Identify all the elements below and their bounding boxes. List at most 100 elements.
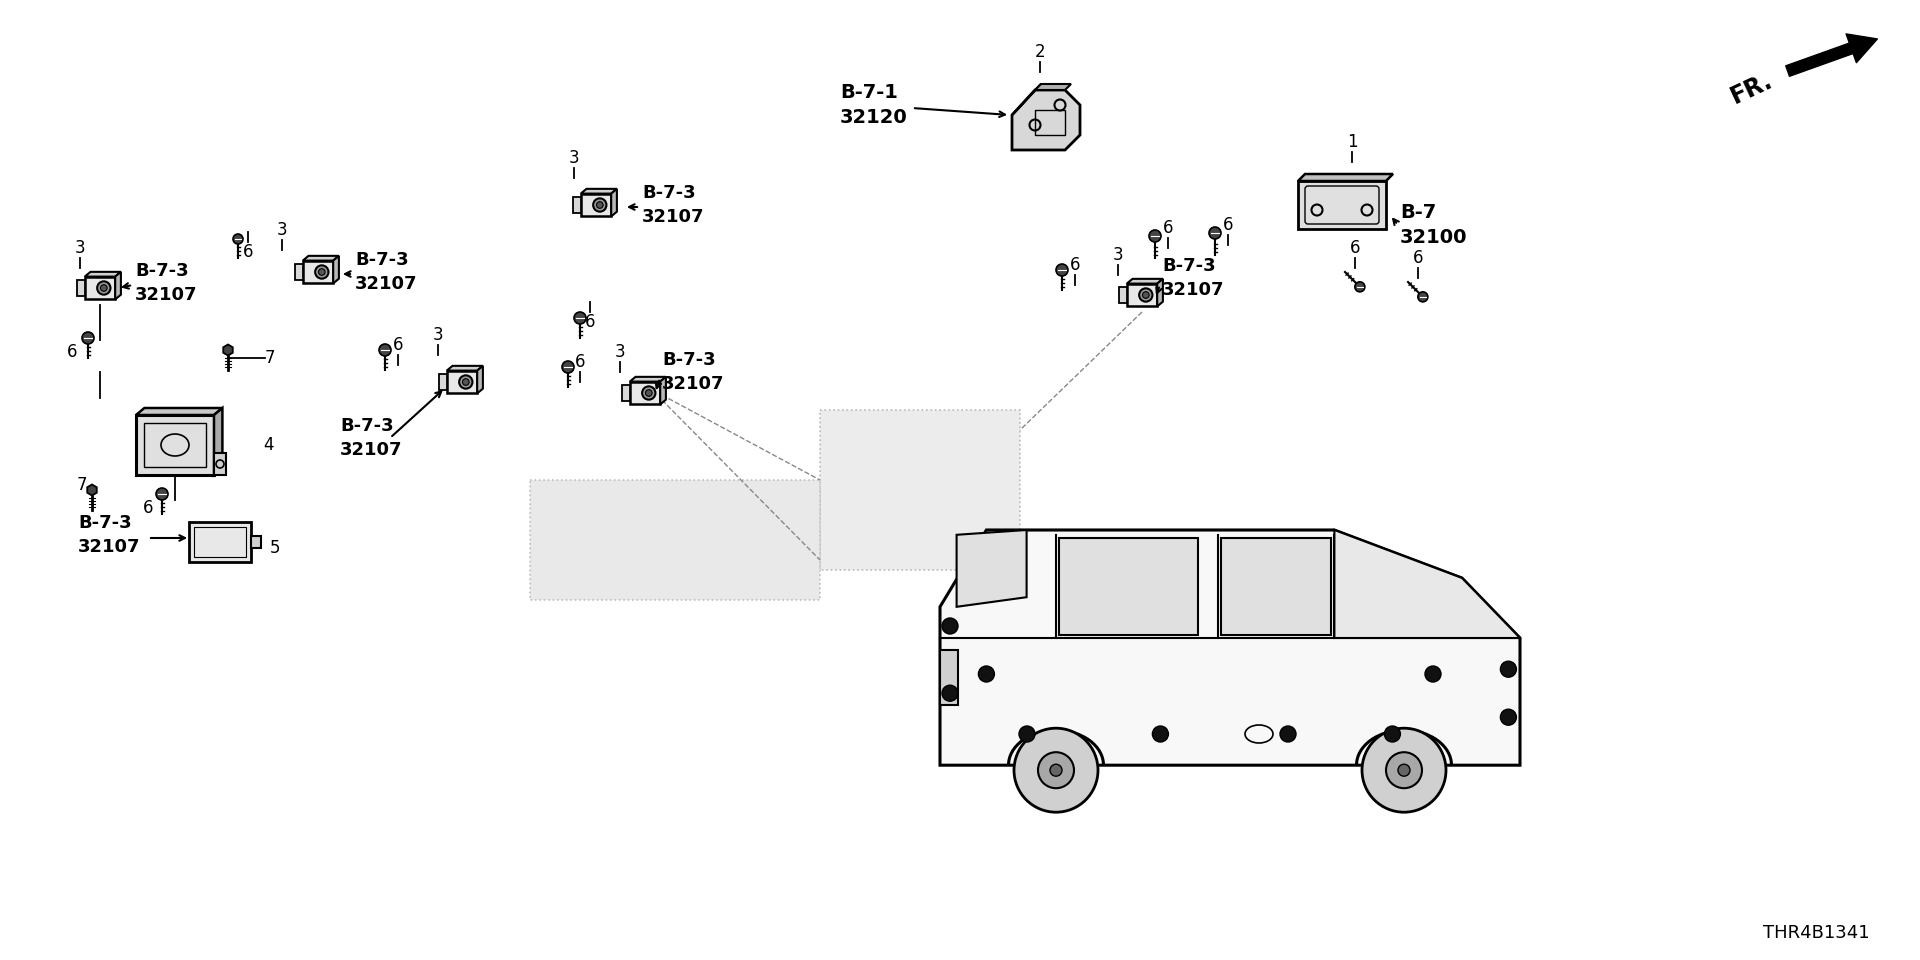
Circle shape bbox=[1361, 729, 1446, 812]
Bar bbox=[144, 423, 205, 467]
Polygon shape bbox=[1035, 84, 1071, 90]
Circle shape bbox=[1500, 709, 1517, 725]
Polygon shape bbox=[1012, 90, 1079, 150]
Polygon shape bbox=[296, 264, 303, 279]
Polygon shape bbox=[77, 280, 84, 296]
Circle shape bbox=[319, 269, 324, 276]
Circle shape bbox=[943, 618, 958, 634]
Polygon shape bbox=[660, 377, 666, 404]
Polygon shape bbox=[611, 189, 616, 216]
Circle shape bbox=[641, 386, 655, 399]
Circle shape bbox=[1014, 729, 1098, 812]
Polygon shape bbox=[622, 385, 630, 400]
Text: B-7-3
32107: B-7-3 32107 bbox=[79, 515, 140, 556]
Text: 6: 6 bbox=[574, 353, 586, 371]
Polygon shape bbox=[1158, 278, 1164, 306]
Polygon shape bbox=[84, 272, 121, 276]
Bar bbox=[447, 371, 478, 394]
Bar bbox=[84, 276, 115, 300]
Bar bbox=[194, 527, 246, 557]
Circle shape bbox=[1050, 764, 1062, 777]
Circle shape bbox=[1152, 726, 1169, 742]
Circle shape bbox=[1142, 292, 1150, 299]
Text: 3: 3 bbox=[276, 221, 288, 239]
Text: 6: 6 bbox=[1164, 219, 1173, 237]
Polygon shape bbox=[213, 408, 223, 475]
Circle shape bbox=[1148, 230, 1162, 242]
Polygon shape bbox=[1298, 174, 1394, 181]
Text: 3: 3 bbox=[1114, 246, 1123, 264]
Polygon shape bbox=[86, 485, 96, 495]
Text: 6: 6 bbox=[1223, 216, 1233, 234]
Polygon shape bbox=[440, 374, 447, 390]
Text: 6: 6 bbox=[586, 313, 595, 331]
Circle shape bbox=[943, 685, 958, 701]
Text: B-7
32100: B-7 32100 bbox=[1400, 203, 1467, 247]
Text: 3: 3 bbox=[432, 326, 444, 344]
FancyArrowPatch shape bbox=[1786, 34, 1878, 76]
Bar bbox=[630, 382, 660, 404]
Text: 3: 3 bbox=[614, 343, 626, 361]
Polygon shape bbox=[447, 366, 484, 371]
Circle shape bbox=[645, 390, 653, 396]
Polygon shape bbox=[1221, 538, 1331, 635]
Text: B-7-3
32107: B-7-3 32107 bbox=[1162, 257, 1225, 299]
Polygon shape bbox=[1012, 84, 1041, 115]
Text: 1: 1 bbox=[1346, 133, 1357, 151]
Text: 7: 7 bbox=[265, 349, 275, 367]
Bar bbox=[941, 650, 958, 705]
Polygon shape bbox=[478, 366, 484, 394]
Circle shape bbox=[463, 378, 468, 385]
Text: 2: 2 bbox=[1035, 43, 1044, 61]
Polygon shape bbox=[956, 530, 1027, 607]
Bar bbox=[136, 415, 213, 475]
Circle shape bbox=[98, 281, 111, 295]
Circle shape bbox=[378, 344, 392, 356]
Bar bbox=[1035, 110, 1066, 135]
Circle shape bbox=[1398, 764, 1409, 777]
Polygon shape bbox=[630, 377, 666, 382]
Bar bbox=[1298, 181, 1386, 229]
Text: 6: 6 bbox=[1069, 256, 1081, 274]
Bar bbox=[252, 536, 261, 548]
Circle shape bbox=[1039, 753, 1073, 788]
Circle shape bbox=[232, 234, 244, 244]
Text: B-7-3
32107: B-7-3 32107 bbox=[134, 262, 198, 303]
Text: 3: 3 bbox=[75, 239, 84, 257]
Text: B-7-3
32107: B-7-3 32107 bbox=[340, 418, 403, 459]
Text: 6: 6 bbox=[67, 343, 77, 361]
Circle shape bbox=[1281, 726, 1296, 742]
Text: B-7-3
32107: B-7-3 32107 bbox=[355, 252, 417, 293]
Text: B-7-3
32107: B-7-3 32107 bbox=[662, 351, 724, 393]
Polygon shape bbox=[334, 256, 340, 283]
Text: 6: 6 bbox=[242, 243, 253, 261]
Bar bbox=[188, 522, 252, 562]
Circle shape bbox=[979, 666, 995, 682]
Circle shape bbox=[574, 312, 586, 324]
Circle shape bbox=[593, 199, 607, 211]
Circle shape bbox=[1417, 292, 1428, 301]
Polygon shape bbox=[1334, 530, 1521, 638]
Polygon shape bbox=[1127, 278, 1164, 283]
Text: 6: 6 bbox=[1413, 249, 1423, 267]
Circle shape bbox=[1056, 264, 1068, 276]
Circle shape bbox=[1384, 726, 1400, 742]
Polygon shape bbox=[574, 198, 580, 212]
Text: B-7-1
32120: B-7-1 32120 bbox=[841, 83, 908, 127]
Text: FR.: FR. bbox=[1728, 68, 1776, 108]
Text: 6: 6 bbox=[1350, 239, 1359, 257]
Bar bbox=[580, 194, 611, 216]
Bar bbox=[213, 453, 227, 475]
Text: 5: 5 bbox=[269, 539, 280, 557]
Polygon shape bbox=[1060, 538, 1198, 635]
Circle shape bbox=[100, 285, 108, 291]
Polygon shape bbox=[530, 480, 820, 600]
Bar bbox=[303, 260, 334, 283]
Text: 6: 6 bbox=[394, 336, 403, 354]
Text: 6: 6 bbox=[142, 499, 154, 517]
Text: THR4B1341: THR4B1341 bbox=[1763, 924, 1870, 942]
Circle shape bbox=[83, 332, 94, 344]
Text: B-7-3
32107: B-7-3 32107 bbox=[641, 184, 705, 226]
Circle shape bbox=[315, 265, 328, 278]
Polygon shape bbox=[1119, 287, 1127, 302]
